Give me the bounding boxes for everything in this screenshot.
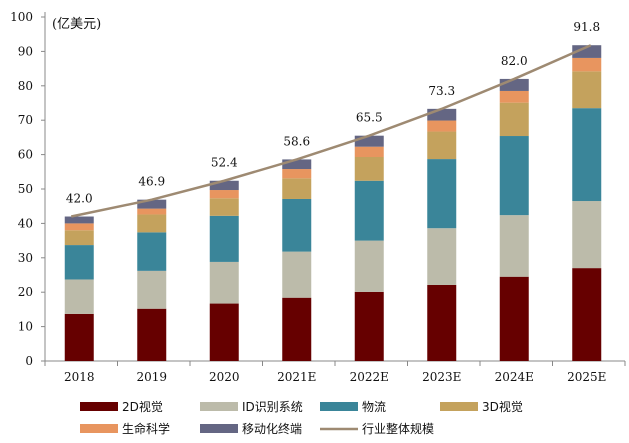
bar-segment <box>137 214 167 233</box>
y-tick-label: 70 <box>18 113 33 127</box>
bar-segment <box>354 157 384 181</box>
x-tick-label: 2023E <box>422 370 461 384</box>
x-tick-label: 2020 <box>209 370 240 384</box>
y-tick-label: 100 <box>10 10 33 24</box>
bar-segment <box>427 284 457 361</box>
y-tick-label: 30 <box>18 251 33 265</box>
data-label: 65.5 <box>356 111 383 125</box>
bar-segment <box>354 146 384 158</box>
bar-segment <box>354 291 384 361</box>
bar-segment <box>64 313 94 361</box>
bar-segment <box>427 120 457 132</box>
x-tick-label: 2024E <box>495 370 534 384</box>
legend-label: 3D视觉 <box>482 399 523 414</box>
legend-swatch <box>80 424 118 433</box>
data-label: 52.4 <box>211 156 238 170</box>
data-label: 58.6 <box>283 134 310 148</box>
bar-segment <box>427 228 457 285</box>
bar-segment <box>64 230 94 246</box>
legend-label: 行业整体规模 <box>362 421 434 436</box>
bar-segment <box>64 223 94 231</box>
bar-segment <box>282 159 312 170</box>
bar-segment <box>499 78 529 91</box>
y-tick-label: 60 <box>18 148 33 162</box>
y-tick-label: 20 <box>18 285 33 299</box>
bar-segment <box>572 268 602 361</box>
bar-segment <box>137 308 167 361</box>
bar-segment <box>572 45 602 58</box>
bar-segment <box>572 201 602 269</box>
legend-label: ID识别系统 <box>242 400 303 414</box>
bar-segment <box>137 232 167 271</box>
bar-segment <box>209 261 239 304</box>
bar-segment <box>282 178 312 199</box>
legend-swatch <box>80 402 118 411</box>
bar-segment <box>427 159 457 229</box>
bar-segment <box>427 131 457 160</box>
legend-label: 生命科学 <box>122 421 170 436</box>
legend-swatch <box>200 402 238 411</box>
bar-segment <box>354 135 384 147</box>
bar-segment <box>499 215 529 277</box>
bar-segment <box>499 136 529 216</box>
bar-segment <box>354 240 384 292</box>
bar-segment <box>427 108 457 121</box>
data-label: 91.8 <box>573 20 600 34</box>
bar-segment <box>572 71 602 109</box>
y-tick-label: 90 <box>18 44 33 58</box>
x-tick-label: 2025E <box>567 370 606 384</box>
bar-segment <box>209 180 239 191</box>
legend-label: 物流 <box>362 400 386 414</box>
data-label: 42.0 <box>66 192 93 206</box>
bar-segment <box>137 270 167 309</box>
x-tick-label: 2021E <box>277 370 316 384</box>
bar-segment <box>209 190 239 199</box>
bar-segment <box>209 215 239 262</box>
y-tick-label: 50 <box>18 182 33 196</box>
y-tick-label: 10 <box>18 320 33 334</box>
bar-segment <box>209 303 239 361</box>
data-label: 82.0 <box>501 54 528 68</box>
bar-segment <box>499 276 529 361</box>
legend-swatch <box>440 402 478 411</box>
y-tick-label: 80 <box>18 79 33 93</box>
bar-segment <box>282 198 312 252</box>
bar-segment <box>282 297 312 361</box>
bar-segment <box>282 169 312 179</box>
legend-swatch <box>200 424 238 433</box>
legend-swatch <box>320 402 358 411</box>
bar-segment <box>572 57 602 72</box>
unit-label: (亿美元) <box>52 17 101 32</box>
bar-segment <box>499 90 529 103</box>
y-tick-label: 0 <box>25 354 33 368</box>
bar-segment <box>572 108 602 202</box>
bar-segment <box>209 198 239 216</box>
data-label: 46.9 <box>138 175 165 189</box>
bar-segment <box>282 251 312 298</box>
legend-label: 2D视觉 <box>122 399 163 414</box>
legend-label: 移动化终端 <box>242 421 302 436</box>
x-tick-label: 2018 <box>64 370 95 384</box>
data-label: 73.3 <box>428 84 455 98</box>
bar-segment <box>64 245 94 280</box>
total-line <box>70 44 592 218</box>
bar-segment <box>64 279 94 314</box>
bar-segment <box>499 102 529 137</box>
x-tick-label: 2019 <box>136 370 167 384</box>
bar-segment <box>64 216 94 224</box>
bar-segment <box>137 208 167 215</box>
bar-segment <box>137 199 167 209</box>
bar-segment <box>354 180 384 241</box>
x-tick-label: 2022E <box>350 370 389 384</box>
y-tick-label: 40 <box>18 216 33 230</box>
